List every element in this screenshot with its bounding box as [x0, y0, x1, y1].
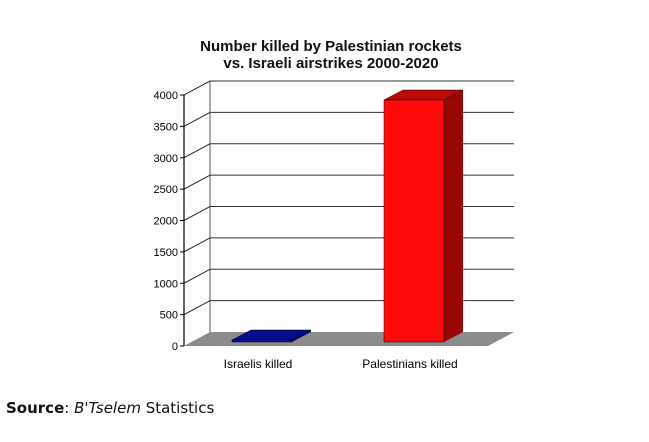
- source-name: B'Tselem: [74, 399, 141, 417]
- y-tick-label: 1500: [154, 247, 178, 259]
- source-separator: :: [64, 399, 75, 417]
- bar-side: [292, 330, 311, 342]
- plot-area: 0 500 1000 1500 2000 2500 3000 3500 4000 Israelis…: [154, 80, 514, 371]
- chart: Number killed by Palestinian rockets vs.…: [154, 38, 514, 371]
- chart-title-line-1: Number killed by Palestinian rockets: [200, 38, 462, 55]
- gridline: [183, 268, 514, 284]
- y-tick-label: 2500: [154, 184, 178, 196]
- source-label: Source: [6, 399, 65, 417]
- y-tick-label: 3000: [154, 153, 178, 165]
- y-tick-label: 2000: [154, 216, 178, 228]
- gridline: [183, 143, 514, 159]
- x-tick-label: Palestinians killed: [362, 357, 457, 371]
- gridline: [183, 80, 514, 96]
- chart-title-line-2: vs. Israeli airstrikes 2000-2020: [223, 55, 438, 72]
- cut-off-text-line: [0, 434, 649, 442]
- gridline: [183, 237, 514, 253]
- y-tick-label: 1000: [154, 278, 178, 290]
- gridline: [183, 174, 514, 190]
- bar: [231, 339, 293, 343]
- source-line: Source: B'Tselem Statistics: [6, 399, 214, 417]
- y-tick-label: 500: [160, 310, 178, 322]
- gridline: [183, 300, 514, 316]
- source-suffix: Statistics: [140, 399, 215, 417]
- bar: [383, 99, 445, 343]
- y-tick-label: 0: [172, 341, 178, 353]
- bar-side: [444, 90, 463, 343]
- x-tick-label: Israelis killed: [224, 357, 293, 371]
- y-tick-label: 3500: [154, 121, 178, 133]
- gridline: [183, 206, 514, 221]
- y-tick-label: 4000: [154, 90, 178, 102]
- gridline: [183, 111, 514, 127]
